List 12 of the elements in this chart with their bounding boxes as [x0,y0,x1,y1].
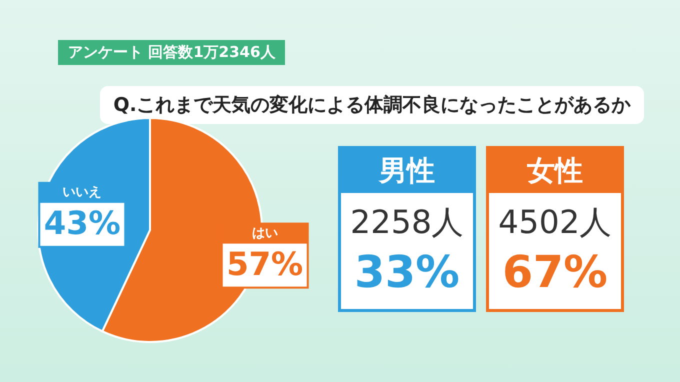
text: 2258人 [349,202,465,243]
text: Q.これまで天気の変化による体調不良になったことがあるか [100,86,644,124]
text: 67% [501,247,609,298]
category-label: 男性 [341,149,473,193]
data-label: 43% [44,204,121,242]
chart-subtitle: アンケート 回答数1万2346人 [58,40,286,65]
text: 4502人 [497,202,613,243]
text: 33% [353,247,461,298]
category-label: 女性 [489,149,621,193]
data-label: 57% [226,244,304,283]
slice-label: いいえ [62,185,102,200]
slice-label: はい [252,226,278,242]
